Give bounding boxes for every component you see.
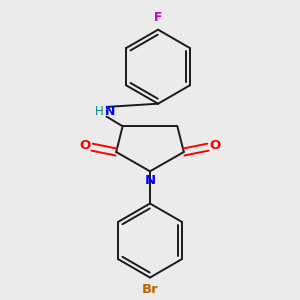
Text: F: F [154,11,162,24]
Text: H: H [94,105,103,118]
Text: N: N [105,105,115,118]
Text: N: N [144,174,156,187]
Text: O: O [209,139,221,152]
Text: Br: Br [142,283,158,296]
Text: O: O [79,139,91,152]
